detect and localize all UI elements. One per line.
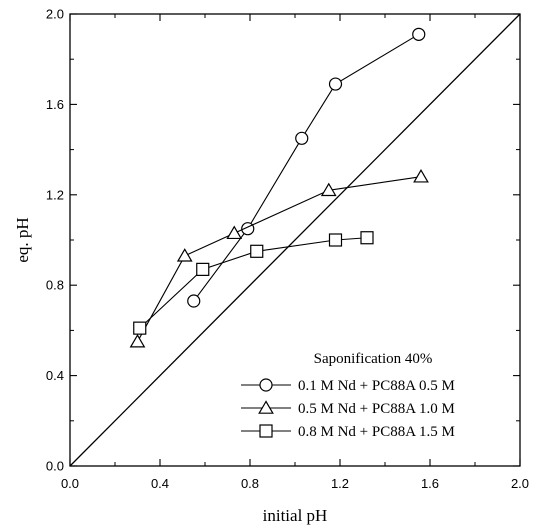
data-point: [129, 334, 146, 348]
y-tick-label: 0.0: [46, 459, 64, 474]
plot-area: [69, 13, 521, 467]
legend-title: Saponification 40%: [314, 351, 433, 367]
series-circle: [187, 27, 426, 308]
data-point: [295, 131, 309, 145]
data-point: [328, 77, 343, 91]
legend-item: 0.5 M Nd + PC88A 1.0 M: [241, 400, 455, 417]
legend-item: 0.8 M Nd + PC88A 1.5 M: [241, 424, 455, 440]
data-point: [413, 169, 429, 183]
x-tick-label: 2.0: [511, 476, 529, 491]
series-triangle: [129, 169, 429, 348]
legend-marker: [258, 400, 274, 414]
x-tick-label: 0.4: [151, 476, 169, 491]
data-point: [360, 231, 374, 245]
x-tick-label: 0.8: [241, 476, 259, 491]
legend-item: 0.1 M Nd + PC88A 0.5 M: [241, 378, 455, 394]
x-tick-label: 0.0: [61, 476, 79, 491]
x-tick-label: 1.6: [421, 476, 439, 491]
series-layer: [129, 27, 429, 348]
axes: 0.0 0.4 0.8 1.2 1.6 2.0 0.0 0.4 0.8 1.2 1.6 2.0: [46, 7, 529, 492]
y-tick-label: 1.6: [46, 97, 64, 112]
legend: 0.1 M Nd + PC88A 0.5 M 0.5 M Nd + PC88A 1…: [241, 378, 455, 440]
legend-label: 0.1 M Nd + PC88A 0.5 M: [298, 378, 455, 394]
data-point: [176, 248, 193, 262]
data-point: [133, 321, 147, 335]
reference-line: [69, 13, 521, 467]
data-point: [196, 262, 210, 276]
legend-marker: [259, 424, 273, 438]
data-point: [187, 294, 201, 308]
data-point: [320, 182, 337, 197]
data-point: [412, 27, 426, 41]
data-point: [328, 233, 343, 247]
y-tick-label: 1.2: [46, 187, 64, 202]
legend-marker: [259, 378, 273, 392]
data-point: [226, 225, 243, 240]
data-point: [250, 244, 264, 258]
x-tick-label: 1.2: [331, 476, 349, 491]
y-axis-title: eq. pH: [13, 217, 32, 262]
y-tick-label: 2.0: [46, 7, 64, 22]
legend-label: 0.5 M Nd + PC88A 1.0 M: [298, 401, 455, 417]
x-axis-title: initial pH: [263, 506, 328, 525]
y-tick-label: 0.8: [46, 278, 64, 293]
series-square: [133, 231, 374, 335]
y-tick-label: 0.4: [46, 368, 64, 383]
legend-label: 0.8 M Nd + PC88A 1.5 M: [298, 424, 455, 440]
